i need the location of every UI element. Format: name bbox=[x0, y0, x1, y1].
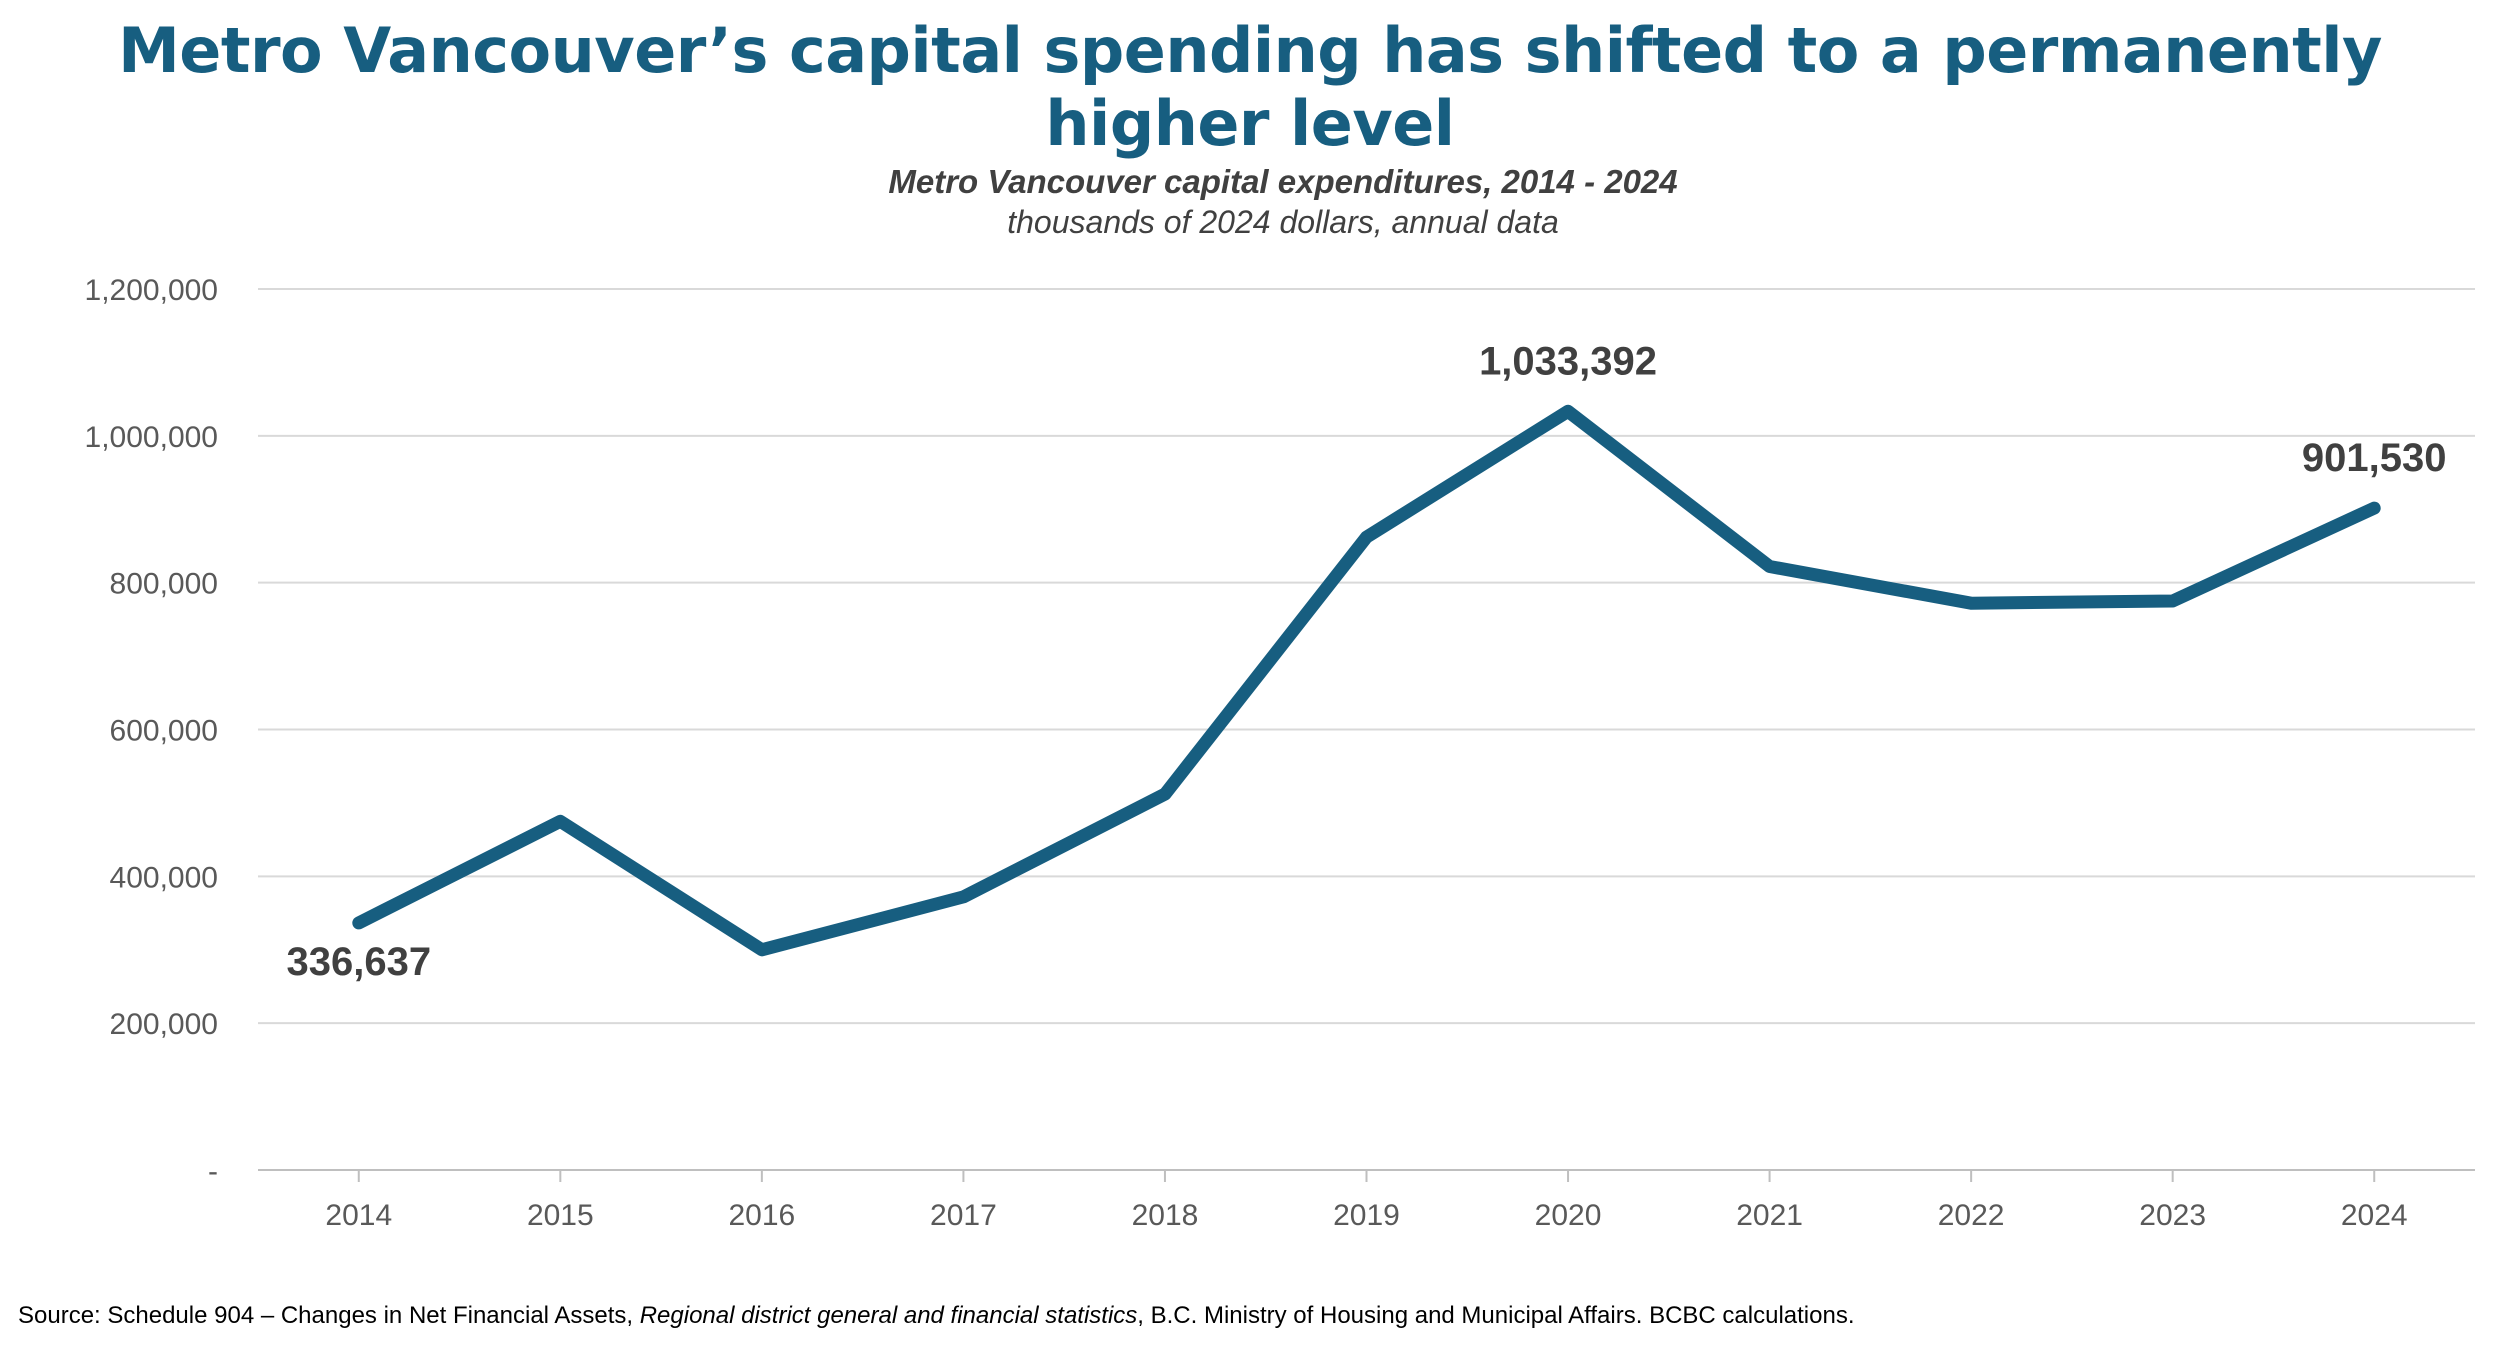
x-tick-label: 2021 bbox=[1736, 1199, 1803, 1232]
data-label: 1,033,392 bbox=[1479, 339, 1657, 383]
y-tick-label: 1,000,000 bbox=[85, 421, 218, 454]
y-tick-label: 800,000 bbox=[110, 568, 218, 601]
x-tick-label: 2014 bbox=[325, 1199, 392, 1232]
data-labels: 336,637 1,033,392 901,530 bbox=[286, 339, 2446, 984]
chart-headline: Metro Vancouver’s capital spending has s… bbox=[118, 14, 2382, 160]
source-suffix: , B.C. Ministry of Housing and Municipal… bbox=[1137, 1302, 1855, 1329]
x-tick-label: 2019 bbox=[1333, 1199, 1400, 1232]
y-axis: - 200,000 400,000 600,000 800,000 1,000,000 1,… bbox=[85, 274, 218, 1188]
x-tick-label: 2020 bbox=[1535, 1199, 1602, 1232]
source-prefix: Source: Schedule 904 – Changes in Net Fi… bbox=[18, 1302, 640, 1329]
x-tick-label: 2023 bbox=[2139, 1199, 2206, 1232]
series bbox=[352, 404, 2381, 957]
source-italic: Regional district general and financial … bbox=[639, 1302, 1138, 1329]
y-tick-label: - bbox=[208, 1155, 218, 1188]
chart-subtitle: thousands of 2024 dollars, annual data bbox=[1007, 204, 1559, 240]
y-tick-label: 400,000 bbox=[110, 861, 218, 894]
x-tick-label: 2018 bbox=[1132, 1199, 1199, 1232]
x-tick-label: 2024 bbox=[2341, 1199, 2408, 1232]
x-tick-label: 2015 bbox=[527, 1199, 594, 1232]
y-tick-label: 1,200,000 bbox=[85, 274, 218, 307]
x-axis: 2014 2015 2016 2017 2018 2019 2020 2021 2022 2023… bbox=[258, 1169, 2475, 1232]
data-label: 336,637 bbox=[286, 940, 431, 984]
x-tick-label: 2016 bbox=[728, 1199, 795, 1232]
data-label: 901,530 bbox=[2302, 436, 2447, 480]
y-tick-label: 600,000 bbox=[110, 715, 218, 748]
gridlines bbox=[258, 288, 2475, 1025]
x-tick-label: 2017 bbox=[930, 1199, 997, 1232]
x-tick-label: 2022 bbox=[1938, 1199, 2005, 1232]
chart-title: Metro Vancouver capital expenditures, 20… bbox=[888, 163, 1677, 200]
y-tick-label: 200,000 bbox=[110, 1008, 218, 1041]
series-line bbox=[352, 404, 2381, 957]
source-note: Source: Schedule 904 – Changes in Net Fi… bbox=[18, 1302, 1854, 1330]
